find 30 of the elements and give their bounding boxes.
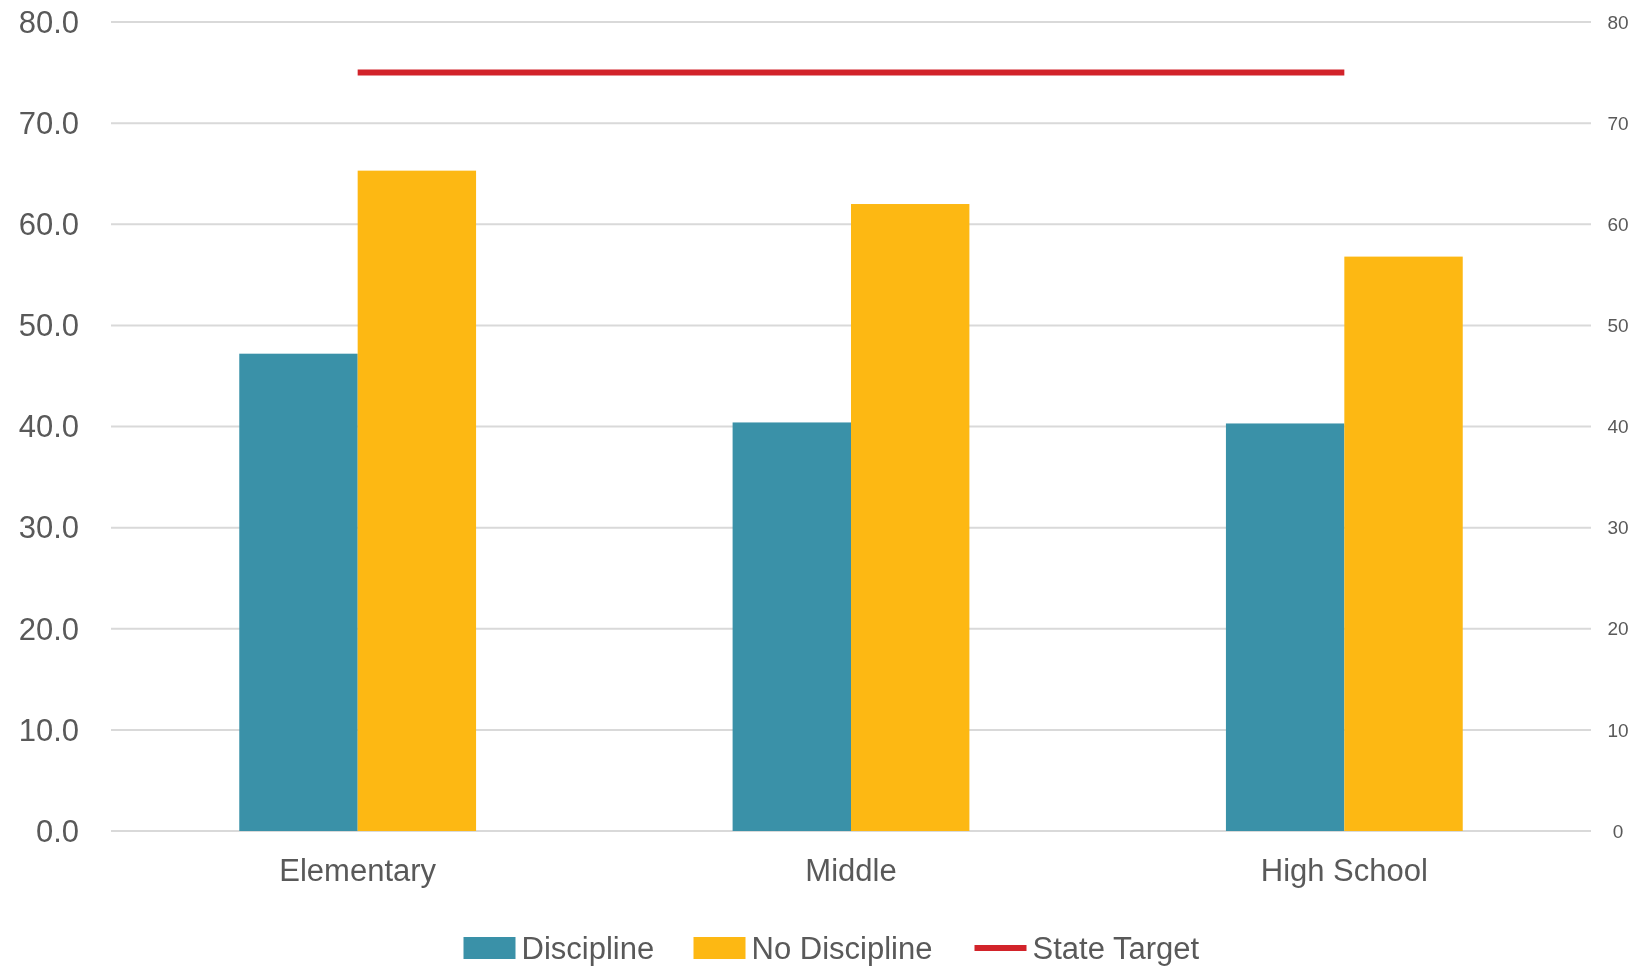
bar — [239, 353, 358, 831]
x-tick-label: High School — [1260, 853, 1428, 888]
y2-tick-label: 50 — [1607, 315, 1629, 337]
y-tick-label: 40.0 — [18, 409, 79, 445]
y2-tick-label: 70 — [1607, 112, 1629, 134]
y2-tick-label: 20 — [1607, 618, 1629, 640]
y2-tick-label: 80 — [1607, 11, 1629, 33]
y-tick-label: 30.0 — [18, 510, 79, 546]
y2-tick-label: 60 — [1607, 213, 1629, 235]
y-tick-label: 60.0 — [18, 207, 79, 243]
bar — [851, 204, 970, 831]
bar — [732, 422, 851, 831]
bar — [1225, 423, 1345, 831]
y-tick-label: 80.0 — [18, 4, 79, 40]
x-tick-label: Elementary — [279, 853, 437, 888]
y2-tick-label: 0 — [1612, 820, 1624, 842]
bar — [357, 170, 477, 831]
legend-label: Discipline — [521, 930, 655, 966]
y2-tick-label: 30 — [1607, 517, 1629, 539]
y-tick-label: 70.0 — [18, 105, 79, 141]
y2-tick-label: 10 — [1607, 719, 1629, 741]
y2-tick-label: 40 — [1607, 416, 1629, 438]
legend-label: No Discipline — [751, 930, 933, 966]
bar — [1344, 256, 1463, 831]
legend-label: State Target — [1032, 930, 1200, 966]
x-tick-label: Middle — [805, 853, 897, 888]
y-tick-label: 10.0 — [18, 712, 79, 748]
y-tick-label: 20.0 — [18, 611, 79, 647]
y-tick-label: 50.0 — [18, 308, 79, 344]
y-tick-label: 0.0 — [35, 813, 79, 849]
